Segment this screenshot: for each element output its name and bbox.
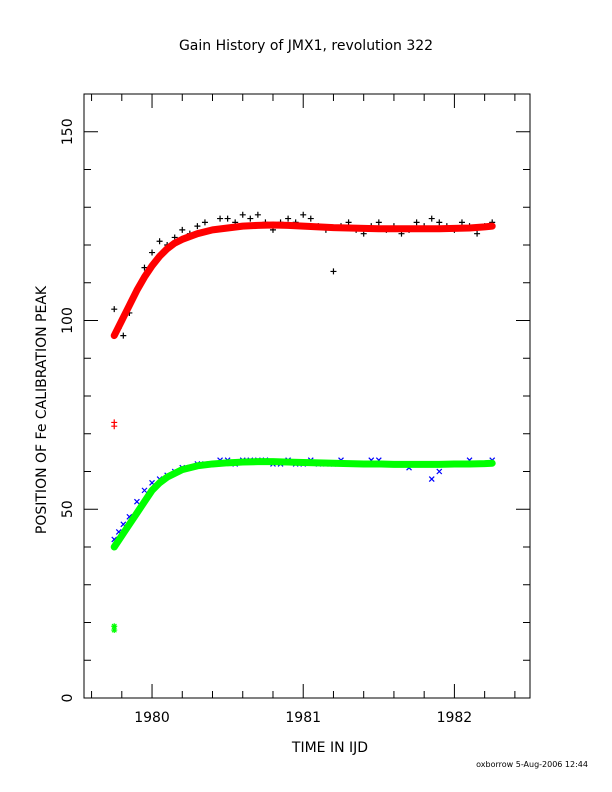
y-tick-label: 100 — [60, 307, 76, 334]
data-point — [330, 268, 337, 275]
data-point — [458, 219, 465, 226]
data-point — [247, 215, 254, 222]
data-point — [436, 219, 443, 226]
data-point — [141, 264, 148, 271]
footer-credit: oxborrow 5-Aug-2006 12:44 — [476, 760, 588, 769]
data-point — [111, 306, 118, 313]
x-tick-label: 1981 — [285, 710, 321, 726]
data-point — [413, 219, 420, 226]
data-point — [300, 211, 307, 218]
data-point — [224, 215, 231, 222]
data-point — [201, 219, 208, 226]
data-point — [239, 211, 246, 218]
y-tick-label: 0 — [60, 694, 76, 703]
plot-frame — [83, 93, 531, 699]
data-point — [111, 627, 118, 634]
data-point — [474, 230, 481, 237]
data-point — [254, 211, 261, 218]
data-point — [375, 219, 382, 226]
data-point — [179, 226, 186, 233]
data-point — [345, 219, 352, 226]
data-point — [307, 215, 314, 222]
data-point — [428, 476, 435, 482]
data-point — [111, 623, 118, 630]
data-point — [217, 215, 224, 222]
fit-curve — [110, 221, 496, 340]
data-point — [133, 498, 140, 505]
x-tick-label: 1980 — [134, 710, 170, 726]
data-point — [141, 487, 148, 494]
data-point — [120, 332, 127, 339]
y-tick-label: 50 — [60, 500, 76, 518]
x-tick-label: 1982 — [437, 710, 473, 726]
data-point — [194, 223, 201, 230]
data-point — [111, 419, 118, 426]
fit-curve — [110, 458, 496, 551]
data-point — [149, 249, 156, 256]
data-point — [156, 238, 163, 245]
chart-title: Gain History of JMX1, revolution 322 — [178, 38, 434, 54]
y-tick-label: 150 — [60, 118, 76, 145]
x-axis-label: TIME IN IJD — [291, 740, 369, 756]
data-point — [285, 215, 292, 222]
data-point — [428, 215, 435, 222]
data-point — [436, 468, 443, 475]
